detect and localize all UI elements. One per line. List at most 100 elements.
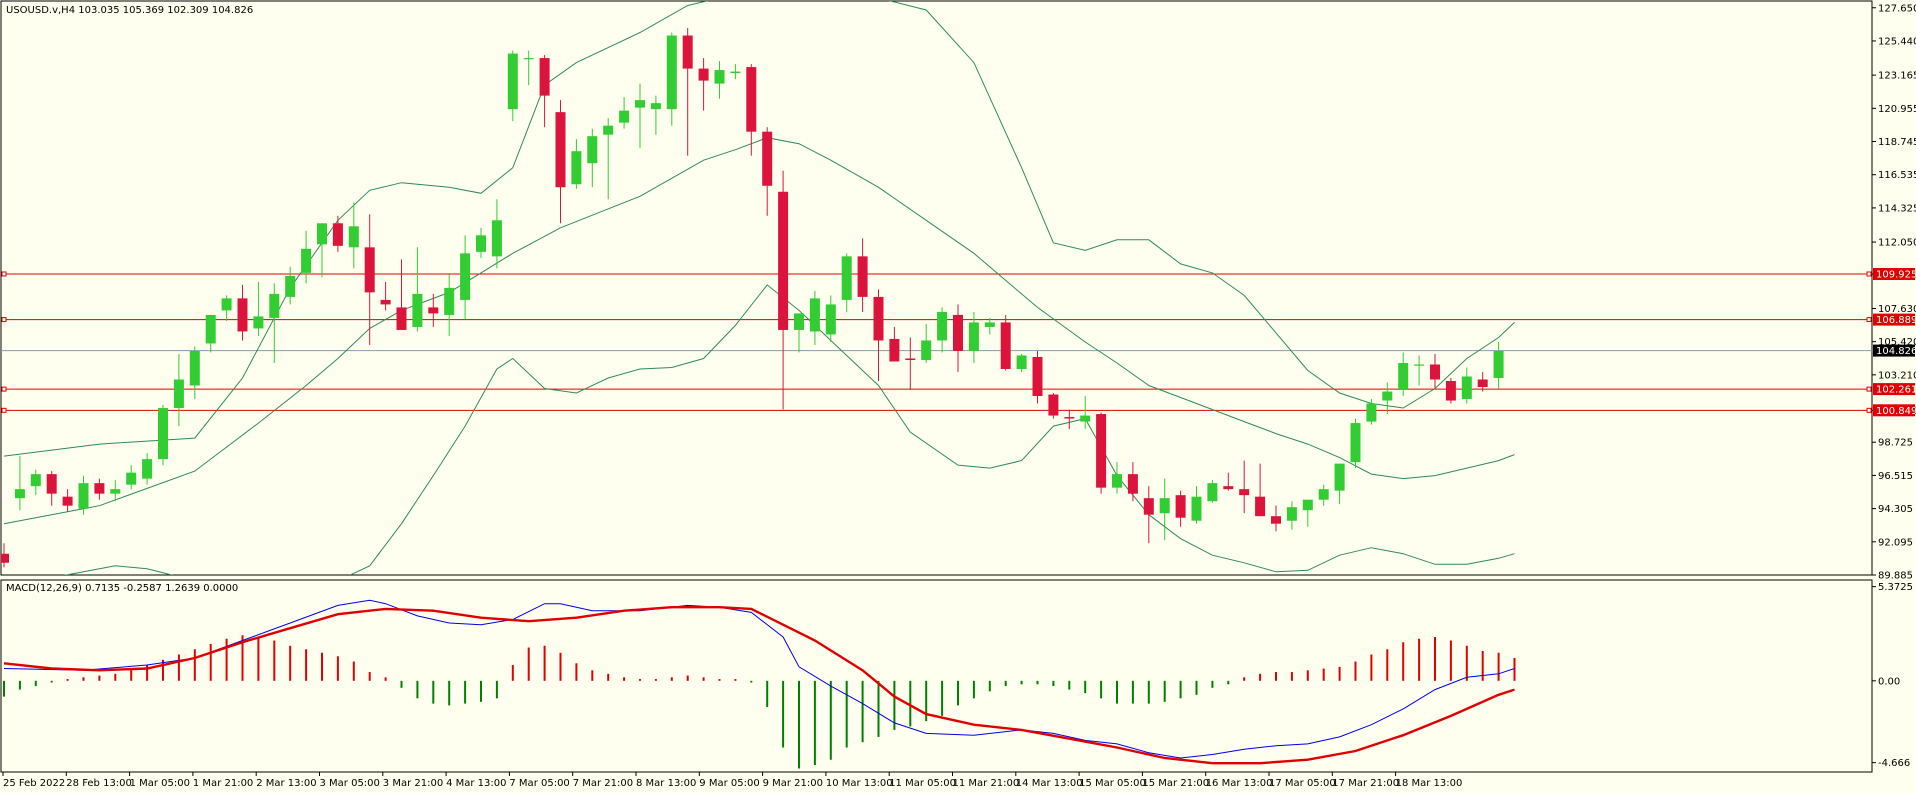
candle-bull[interactable] (921, 340, 932, 360)
candle-bull[interactable] (1286, 507, 1297, 521)
candle-bull[interactable] (507, 53, 518, 110)
candle-bull[interactable] (189, 350, 200, 386)
candle-bull[interactable] (794, 313, 804, 330)
candle-bear[interactable] (364, 247, 375, 293)
candle-bear[interactable] (1271, 516, 1281, 524)
candle-bear[interactable] (1127, 474, 1138, 494)
candle-bull[interactable] (476, 235, 486, 252)
level-handle-left[interactable] (1, 386, 7, 392)
candle-bull[interactable] (730, 71, 741, 74)
candle-bear[interactable] (1445, 381, 1456, 401)
candle-bear[interactable] (428, 307, 439, 314)
candle-bull[interactable] (1080, 415, 1091, 422)
candle-bear[interactable] (555, 112, 566, 188)
candle-bear[interactable] (0, 553, 9, 563)
candle-bear[interactable] (778, 191, 789, 330)
candle-bear[interactable] (1096, 414, 1107, 488)
candle-bull[interactable] (317, 223, 327, 245)
candle-bull[interactable] (1302, 499, 1313, 511)
candle-bear[interactable] (539, 58, 550, 96)
candle-bull[interactable] (1334, 463, 1345, 491)
candle-bull[interactable] (460, 253, 471, 300)
candle-bear[interactable] (380, 299, 391, 305)
candle-bull[interactable] (635, 100, 645, 108)
candle-bear[interactable] (1032, 356, 1043, 397)
candle-bear[interactable] (873, 296, 884, 341)
level-handle-right[interactable] (1866, 271, 1872, 277)
candle-bear[interactable] (746, 67, 757, 132)
candle-bull[interactable] (714, 70, 725, 84)
candle-bull[interactable] (619, 110, 630, 123)
candle-bull[interactable] (603, 125, 614, 135)
candle-bear[interactable] (1239, 489, 1250, 496)
candle-bear[interactable] (1223, 486, 1234, 490)
candle-bear[interactable] (396, 307, 407, 330)
candle-bear[interactable] (857, 256, 868, 297)
candle-bear[interactable] (698, 68, 709, 81)
candle-bear[interactable] (1064, 417, 1075, 419)
candle-bull[interactable] (1207, 483, 1218, 502)
candle-bull[interactable] (444, 287, 455, 315)
candle-bull[interactable] (1159, 498, 1170, 514)
candle-bull[interactable] (30, 474, 41, 487)
level-handle-right[interactable] (1866, 386, 1872, 392)
candle-bull[interactable] (1112, 474, 1122, 488)
candle-bear[interactable] (1000, 322, 1011, 369)
candle-bull[interactable] (158, 408, 168, 460)
candle-bull[interactable] (825, 304, 836, 335)
candle-bear[interactable] (953, 314, 963, 351)
candle-bull[interactable] (1016, 355, 1027, 369)
candle-bear[interactable] (1477, 379, 1488, 388)
candle-bull[interactable] (285, 275, 296, 297)
level-handle-right[interactable] (1866, 317, 1872, 323)
level-handle-left[interactable] (1, 271, 7, 277)
level-handle-left[interactable] (1, 317, 7, 323)
candle-bull[interactable] (1318, 489, 1329, 500)
level-handle-right[interactable] (1866, 407, 1872, 413)
candle-bull[interactable] (587, 136, 598, 164)
candle-bull[interactable] (221, 298, 232, 311)
candle-bull[interactable] (1366, 403, 1377, 422)
candle-bull[interactable] (142, 459, 153, 479)
candle-bear[interactable] (332, 223, 343, 246)
candle-bear[interactable] (889, 338, 900, 362)
candle-bull[interactable] (205, 314, 216, 344)
candle-bear[interactable] (1048, 394, 1059, 416)
candle-bull[interactable] (984, 322, 995, 327)
candle-bull[interactable] (1382, 391, 1393, 401)
candle-bull[interactable] (412, 293, 423, 327)
candle-bull[interactable] (301, 248, 312, 273)
candle-bull[interactable] (841, 256, 852, 300)
macd-panel[interactable] (0, 579, 1873, 773)
candle-bull[interactable] (937, 311, 948, 341)
main-price-panel[interactable] (0, 0, 1873, 585)
candle-bull[interactable] (173, 379, 184, 409)
candle-bull[interactable] (1191, 496, 1202, 521)
level-handle-left[interactable] (1, 407, 7, 413)
candle-bull[interactable] (491, 220, 502, 257)
candle-bull[interactable] (968, 322, 979, 351)
candle-bear[interactable] (94, 483, 105, 494)
candle-bear[interactable] (762, 131, 773, 186)
candle-bear[interactable] (62, 496, 73, 506)
candle-bull[interactable] (1414, 364, 1425, 366)
candle-bull[interactable] (269, 293, 280, 318)
candle-bear[interactable] (46, 474, 57, 494)
candle-bear[interactable] (1175, 495, 1186, 518)
candle-bull[interactable] (78, 483, 89, 509)
candle-bear[interactable] (237, 298, 248, 332)
candle-bull[interactable] (1461, 376, 1472, 400)
candle-bull[interactable] (1350, 423, 1361, 463)
candle-bear[interactable] (1143, 498, 1154, 515)
candle-bull[interactable] (126, 472, 137, 485)
candle-bull[interactable] (571, 151, 582, 185)
candle-bull[interactable] (809, 298, 820, 332)
candle-bear[interactable] (682, 35, 693, 69)
candle-bull[interactable] (14, 489, 25, 499)
candle-bull[interactable] (110, 489, 121, 494)
candle-bear[interactable] (905, 358, 916, 360)
candle-bull[interactable] (666, 35, 677, 110)
candle-bull[interactable] (348, 226, 359, 248)
candle-bull[interactable] (1493, 350, 1504, 379)
